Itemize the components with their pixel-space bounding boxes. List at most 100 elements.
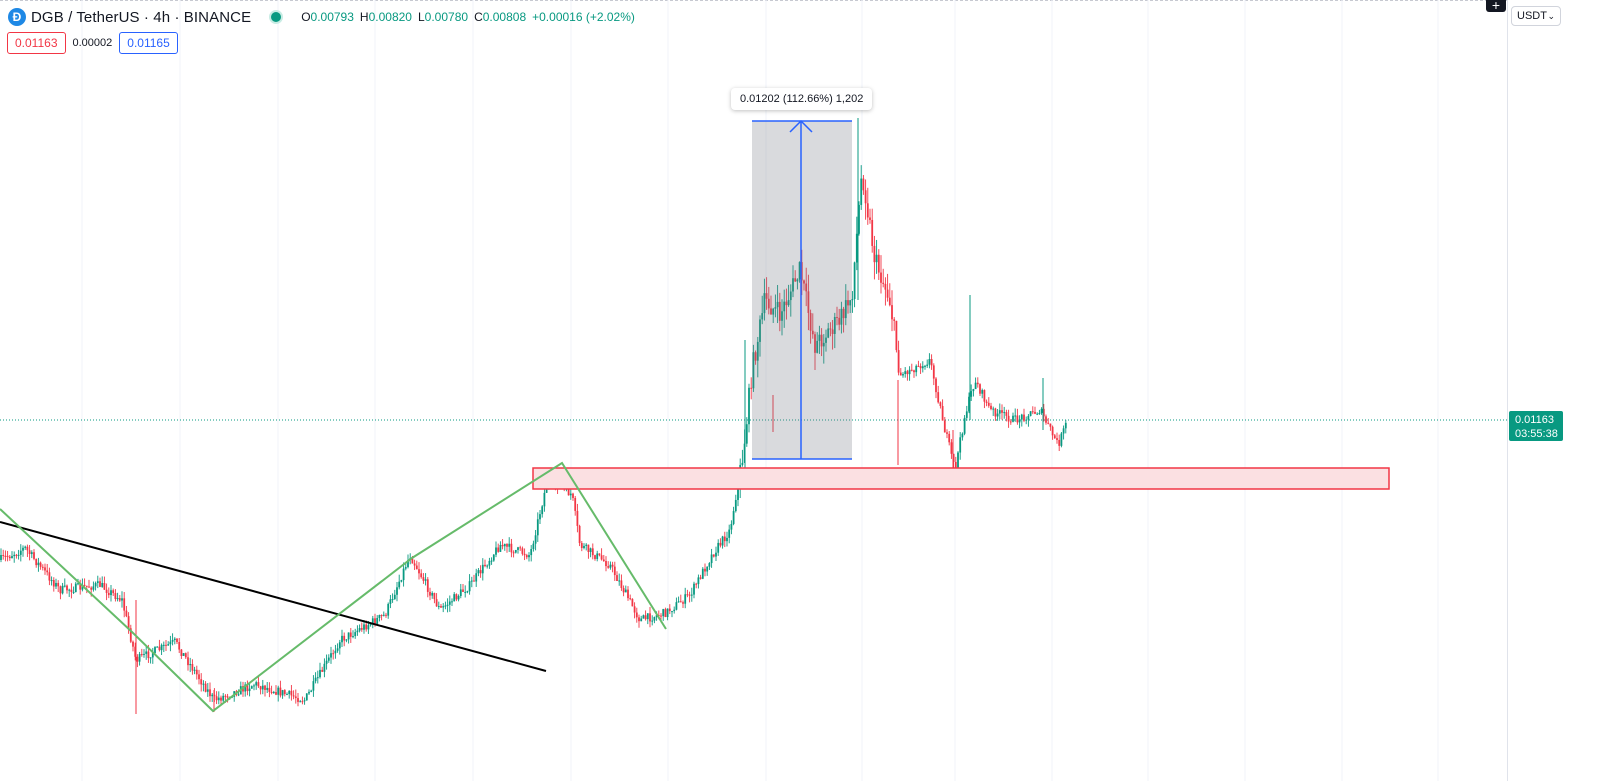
candle-body [367,625,370,630]
candle-body [195,669,198,675]
candle-body [475,573,478,582]
candle-body [374,618,376,624]
candle-body [13,554,16,557]
candle-body [873,245,876,263]
symbol-title[interactable]: DGB / TetherUS · 4h · BINANCE [31,8,252,26]
candle-body [118,598,121,601]
candle-body [726,537,728,542]
candle-body [932,365,935,379]
candle-body [292,695,295,697]
candle-body [893,319,896,321]
plus-circle-icon[interactable]: + [1486,0,1506,12]
candle-body [684,594,687,604]
candle-body [532,543,535,550]
candle-body [407,560,409,568]
candle-body [1020,414,1023,420]
candle-body [154,647,156,654]
currency-selector[interactable]: USDT ⌄ [1511,6,1561,26]
sell-button[interactable]: 0.01163 [7,32,66,54]
candle-body [968,396,970,412]
candle-body [514,549,517,553]
candle-body [488,560,491,566]
candle-body [594,555,596,559]
candle-body [136,656,139,662]
candle-body [906,371,909,375]
candle-body [517,547,519,550]
candle-body [814,334,816,353]
candle-body [442,606,445,608]
candle-body [717,542,720,553]
candle-body [701,568,704,579]
candle-body [48,572,51,581]
candle-body [770,308,772,315]
candle-body [481,564,484,574]
candle-body [800,262,803,281]
candle-body [248,688,251,692]
candle-body [103,582,106,590]
candle-body [928,358,931,365]
candle-body [349,632,352,637]
candle-body [613,566,616,576]
candle-body [633,606,636,613]
candle-body [50,580,53,582]
candle-body [376,617,379,624]
candle-body [319,669,321,678]
candle-body [915,365,918,373]
candle-body [200,679,203,685]
candle-body [134,646,137,657]
candle-body [919,366,922,369]
candle-body [162,644,165,646]
candle-body [776,301,779,308]
candle-body [811,330,814,335]
candle-body [360,628,363,630]
drawings-layer [0,119,1390,713]
candle-body [1031,411,1034,413]
candle-body [464,591,467,593]
candle-body [92,586,95,590]
candle-body [46,570,49,573]
candle-body [536,519,539,536]
candle-body [734,499,737,512]
candle-body [492,554,495,561]
high-value: 0.00820 [368,10,412,24]
candle-body [22,547,24,551]
candle-body [6,555,9,557]
candle-body [314,677,317,682]
candle-body [941,406,944,421]
candle-body [930,358,933,366]
candle-body [963,417,966,434]
candle-body [28,550,31,555]
candle-body [61,585,64,594]
candle-body [974,382,977,390]
candle-body [389,599,392,604]
candle-body [85,585,88,587]
candle-body [499,544,502,552]
candle-body [453,594,456,602]
candle-body [853,262,856,300]
candle-body [715,552,717,557]
market-status-icon[interactable] [269,10,284,24]
candle-body [44,567,46,571]
price-chart[interactable] [0,0,1507,781]
descending-trendline [0,521,547,672]
candle-body [596,553,599,559]
candle-body [745,424,748,444]
candle-body [116,598,119,600]
candle-body [125,610,128,617]
candle-body [987,402,990,406]
candle-body [138,654,141,662]
candle-body [327,657,330,661]
candle-body [787,300,790,306]
candle-body [1036,413,1039,415]
candle-body [180,649,183,656]
price-axis[interactable]: 0.027000.025000.023000.021000.019000.017… [1507,0,1598,781]
buy-button[interactable]: 0.01165 [119,32,178,54]
candle-body [290,690,293,696]
candle-body [1064,422,1067,429]
candle-body [926,364,929,366]
candle-body [886,289,889,298]
candle-body [68,589,71,591]
candle-body [605,561,607,567]
candle-body [15,554,18,556]
candle-body [363,624,365,630]
